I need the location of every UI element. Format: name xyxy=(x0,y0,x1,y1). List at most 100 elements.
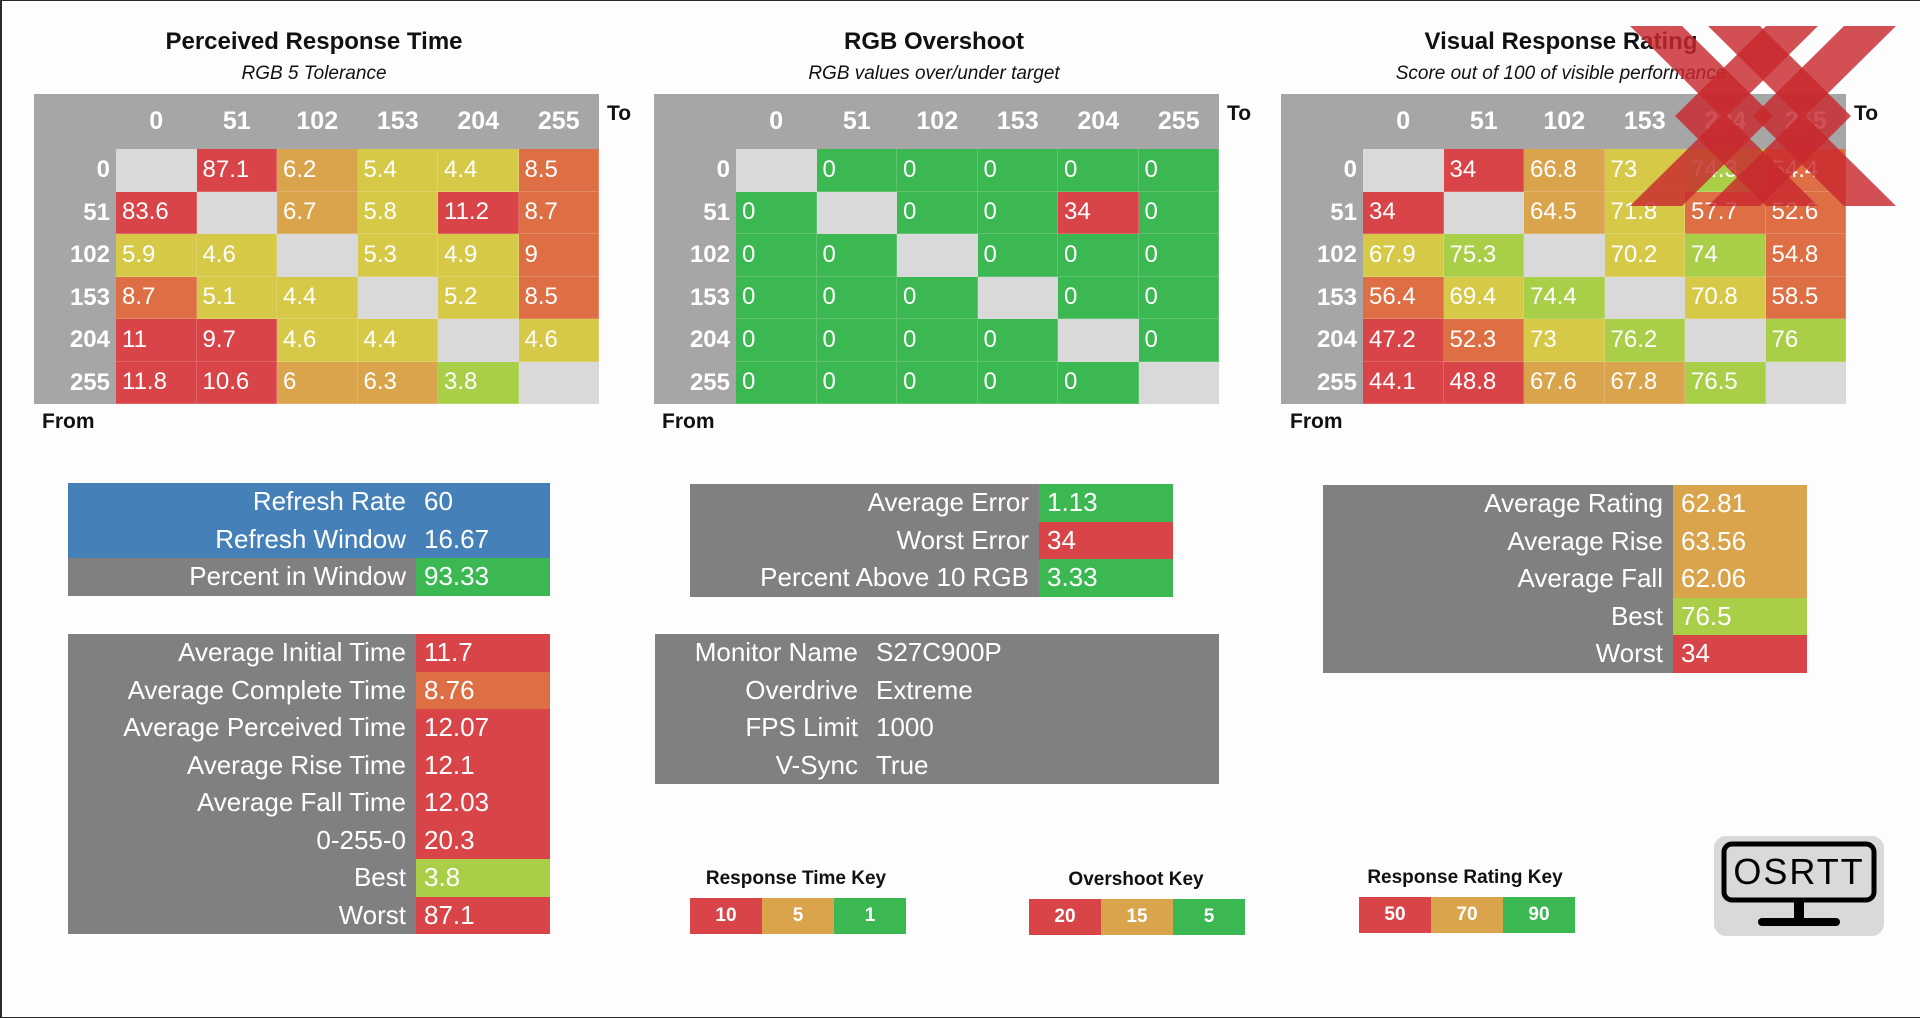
stat-label: Monitor Name xyxy=(655,634,868,672)
diagonal-cell xyxy=(1443,191,1524,234)
stat-value: 34 xyxy=(1039,521,1173,559)
stat-row: Overdrive Extreme xyxy=(655,671,1219,709)
heatmap-cell: 0 xyxy=(1138,149,1219,192)
heatmap-cell: 6.2 xyxy=(277,149,358,192)
heatmap-cell: 74 xyxy=(1685,234,1766,277)
heatmap-cell: 0 xyxy=(736,319,817,362)
heatmap-cell: 0 xyxy=(736,361,817,404)
column-header: 0 xyxy=(1363,94,1444,149)
response-time-key: 10 5 1 xyxy=(690,898,906,934)
heatmap-cell: 3.8 xyxy=(438,361,519,404)
row-header: 51 xyxy=(34,191,116,234)
stat-row: Percent Above 10 RGB 3.33 xyxy=(690,559,1173,597)
row-header: 153 xyxy=(1281,276,1363,319)
heatmap-cell: 0 xyxy=(977,234,1058,277)
key-swatch: 50 xyxy=(1359,897,1431,933)
stat-value: 93.33 xyxy=(416,558,550,596)
heatmap-cell: 66.8 xyxy=(1524,149,1605,192)
row-header: 153 xyxy=(34,276,116,319)
heatmap-cell: 47.2 xyxy=(1363,319,1444,362)
heatmap-cell: 48.8 xyxy=(1443,361,1524,404)
heatmap-perceived-response-time: 0 51 102 153 204 255 0 87.1 6.2 5.4 4.4 8.5 51 83.6 6.… xyxy=(34,94,599,404)
heatmap-cell: 5.9 xyxy=(116,234,197,277)
heatmap-cell: 0 xyxy=(1138,191,1219,234)
heatmap-cell: 0 xyxy=(977,149,1058,192)
diagonal-cell xyxy=(977,276,1058,319)
monitor-icon: OSRTT xyxy=(1721,841,1877,926)
diagonal-cell xyxy=(1765,361,1846,404)
heatmap-cell: 4.4 xyxy=(277,276,358,319)
row-header: 51 xyxy=(1281,191,1363,234)
diagonal-cell xyxy=(277,234,358,277)
stat-row: Best 3.8 xyxy=(68,859,550,897)
heatmap-cell: 67.6 xyxy=(1524,361,1605,404)
stat-row: Average Fall Time 12.03 xyxy=(68,784,550,822)
x-mark-icon xyxy=(1630,26,1896,206)
stat-value: S27C900P xyxy=(868,634,1219,672)
key-swatch: 15 xyxy=(1101,899,1173,935)
heatmap-cell: 4.6 xyxy=(196,234,277,277)
refresh-stats-panel: Refresh Rate 60 Refresh Window 16.67 Percent… xyxy=(68,483,550,596)
heatmap-cell: 5.2 xyxy=(438,276,519,319)
heatmap-cell: 4.4 xyxy=(438,149,519,192)
heatmap-cell: 5.3 xyxy=(357,234,438,277)
diagonal-cell xyxy=(116,149,197,192)
heatmap-cell: 0 xyxy=(897,276,978,319)
stat-row: Refresh Window 16.67 xyxy=(68,520,550,558)
stat-label: Best xyxy=(1323,597,1673,635)
column-header: 153 xyxy=(1604,94,1685,149)
diagonal-cell xyxy=(1524,234,1605,277)
stat-label: Refresh Rate xyxy=(68,483,416,521)
stat-row: Worst 87.1 xyxy=(68,896,550,934)
heatmap-cell: 9.7 xyxy=(196,319,277,362)
stat-value: 3.33 xyxy=(1039,559,1173,597)
key-swatch: 90 xyxy=(1503,897,1575,933)
heatmap-cell: 0 xyxy=(816,149,897,192)
column-header: 0 xyxy=(116,94,197,149)
heatmap-cell: 0 xyxy=(897,149,978,192)
stat-value: 12.07 xyxy=(416,709,550,747)
stat-value: True xyxy=(868,746,1219,784)
axis-to-label: To xyxy=(1854,102,1879,125)
row-header: 204 xyxy=(34,319,116,362)
column-header: 0 xyxy=(736,94,817,149)
heatmap-cell: 0 xyxy=(816,361,897,404)
diagonal-cell xyxy=(897,234,978,277)
heatmap-cell: 0 xyxy=(816,276,897,319)
heatmap-cell: 0 xyxy=(1058,276,1139,319)
heatmap-cell: 0 xyxy=(977,191,1058,234)
stat-value: 87.1 xyxy=(416,896,550,934)
row-header: 0 xyxy=(654,149,736,192)
axis-from-label: From xyxy=(1290,410,1343,433)
heatmap-cell: 11.8 xyxy=(116,361,197,404)
key-swatch: 5 xyxy=(1173,899,1245,935)
diagonal-cell xyxy=(357,276,438,319)
heatmap-cell: 44.1 xyxy=(1363,361,1444,404)
heatmap-cell: 34 xyxy=(1363,191,1444,234)
stat-label: Refresh Window xyxy=(68,520,416,558)
heatmap-cell: 0 xyxy=(816,319,897,362)
stat-value: 16.67 xyxy=(416,520,550,558)
heatmap-cell: 34 xyxy=(1443,149,1524,192)
column-header: 255 xyxy=(1138,94,1219,149)
stat-value: 34 xyxy=(1673,635,1807,673)
heatmap-visual-response-rating: 05110215320425503466.87374.354.4513464.5… xyxy=(1281,94,1846,404)
heatmap-cell: 34 xyxy=(1058,191,1139,234)
heatmap-cell: 8.7 xyxy=(116,276,197,319)
heatmap-corner xyxy=(1281,94,1363,149)
heatmap-cell: 8.5 xyxy=(518,149,599,192)
stat-row: Average Error 1.13 xyxy=(690,484,1173,522)
stat-row: Average Rating 62.81 xyxy=(1323,485,1807,523)
row-header: 255 xyxy=(34,361,116,404)
stat-label: Average Fall Time xyxy=(68,784,416,822)
stat-label: Average Perceived Time xyxy=(68,709,416,747)
diagonal-cell xyxy=(1604,276,1685,319)
key-swatch: 70 xyxy=(1431,897,1503,933)
heatmap-cell: 0 xyxy=(1058,361,1139,404)
row-header: 0 xyxy=(1281,149,1363,192)
heatmap-cell: 4.6 xyxy=(277,319,358,362)
stat-label: Average Fall xyxy=(1323,560,1673,598)
diagonal-cell xyxy=(736,149,817,192)
stat-row: Best 76.5 xyxy=(1323,597,1807,635)
response-time-stats-panel: Average Initial Time 11.7 Average Complete… xyxy=(68,634,550,934)
